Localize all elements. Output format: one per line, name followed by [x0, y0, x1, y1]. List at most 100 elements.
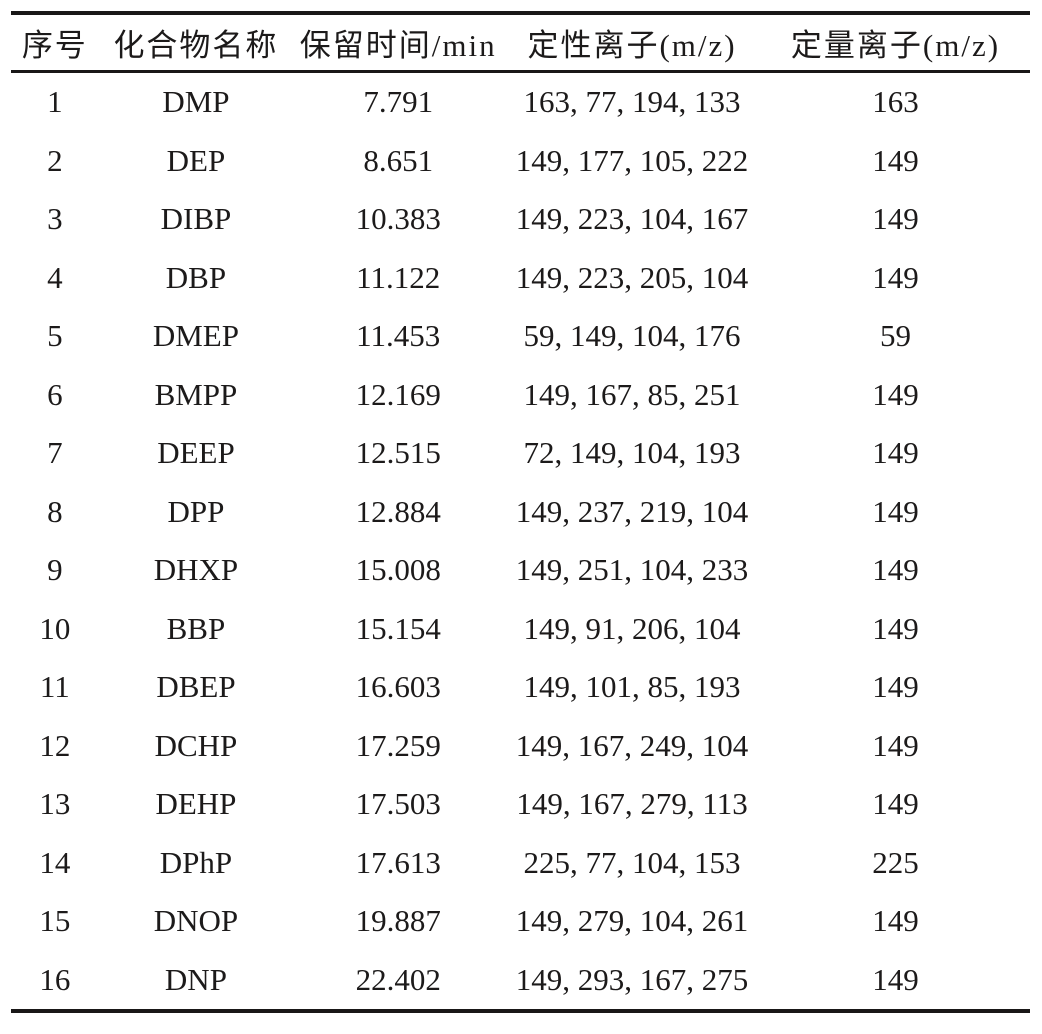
cell-quantitative-ion: 149: [872, 610, 919, 646]
cell-qualitative-ions: 149, 251, 104, 233: [515, 552, 749, 588]
cell-compound: BBP: [166, 610, 226, 646]
cell-compound: DPhP: [159, 844, 233, 880]
cell-quantitative-ion: 59: [879, 318, 911, 354]
cell-qualitative-ions: 149, 167, 85, 251: [523, 376, 741, 412]
cell-qualitative-ions: 163, 77, 194, 133: [523, 84, 741, 120]
cell-retention-time: 17.613: [355, 844, 441, 880]
cell-compound: DBEP: [156, 669, 236, 705]
cell-retention-time: 22.402: [355, 961, 441, 997]
cell-no: 4: [47, 259, 63, 295]
cell-quantitative-ion: 149: [872, 727, 919, 763]
cell-quantitative-ion: 225: [872, 844, 919, 880]
header-row: 序号 化合物名称 保留时间/min 定性离子(m/z) 定量离子(m/z): [11, 13, 1030, 73]
table-row: 12 DCHP 17.259 149, 167, 249, 104 149: [11, 717, 1030, 776]
cell-retention-time: 8.651: [363, 142, 434, 178]
table-row: 8 DPP 12.884 149, 237, 219, 104 149: [11, 483, 1030, 542]
cell-quantitative-ion: 149: [872, 961, 919, 997]
cell-quantitative-ion: 149: [872, 201, 919, 237]
table-row: 13 DEHP 17.503 149, 167, 279, 113 149: [11, 775, 1030, 834]
cell-qualitative-ions: 149, 91, 206, 104: [523, 610, 741, 646]
cell-quantitative-ion: 149: [872, 903, 919, 939]
cell-compound: DPP: [167, 493, 225, 529]
cell-quantitative-ion: 163: [872, 84, 919, 120]
cell-retention-time: 12.169: [355, 376, 441, 412]
cell-retention-time: 17.503: [355, 786, 441, 822]
cell-retention-time: 16.603: [355, 669, 441, 705]
table-row: 10 BBP 15.154 149, 91, 206, 104 149: [11, 600, 1030, 659]
cell-quantitative-ion: 149: [872, 493, 919, 529]
cell-retention-time: 15.008: [355, 552, 441, 588]
cell-qualitative-ions: 149, 167, 279, 113: [516, 786, 748, 822]
cell-qualitative-ions: 149, 237, 219, 104: [515, 493, 749, 529]
cell-qualitative-ions: 149, 223, 205, 104: [515, 259, 749, 295]
cell-retention-time: 10.383: [355, 201, 441, 237]
cell-retention-time: 11.122: [356, 259, 441, 295]
table-header: 序号 化合物名称 保留时间/min 定性离子(m/z) 定量离子(m/z): [11, 13, 1030, 73]
cell-qualitative-ions: 149, 293, 167, 275: [515, 961, 749, 997]
column-header-retention-time: 保留时间/min: [293, 13, 504, 73]
cell-compound: DBP: [165, 259, 227, 295]
cell-compound: DIBP: [160, 201, 232, 237]
gcms-ion-parameters-table: 序号 化合物名称 保留时间/min 定性离子(m/z) 定量离子(m/z) 1 D…: [11, 11, 1030, 1013]
table-row: 2 DEP 8.651 149, 177, 105, 222 149: [11, 132, 1030, 191]
cell-compound: DNP: [164, 961, 227, 997]
cell-qualitative-ions: 59, 149, 104, 176: [523, 318, 741, 354]
cell-compound: DEEP: [157, 435, 235, 471]
cell-compound: DEHP: [155, 786, 237, 822]
cell-no: 9: [47, 552, 63, 588]
cell-no: 8: [47, 493, 63, 529]
cell-qualitative-ions: 149, 177, 105, 222: [515, 142, 749, 178]
cell-qualitative-ions: 72, 149, 104, 193: [523, 435, 741, 471]
cell-compound: DMP: [162, 84, 230, 120]
cell-no: 5: [47, 318, 63, 354]
cell-compound: DEP: [166, 142, 226, 178]
cell-no: 12: [39, 727, 71, 763]
cell-no: 16: [39, 961, 71, 997]
cell-qualitative-ions: 149, 223, 104, 167: [515, 201, 749, 237]
table-row: 15 DNOP 19.887 149, 279, 104, 261 149: [11, 892, 1030, 951]
column-header-qualitative-ions: 定性离子(m/z): [503, 13, 761, 73]
table-body: 1 DMP 7.791 163, 77, 194, 133 163 2 DEP 8.651 14…: [11, 72, 1030, 1012]
cell-retention-time: 15.154: [355, 610, 441, 646]
cell-quantitative-ion: 149: [872, 786, 919, 822]
cell-no: 10: [39, 610, 71, 646]
column-header-quantitative-ion: 定量离子(m/z): [760, 13, 1030, 73]
cell-quantitative-ion: 149: [872, 669, 919, 705]
table-row: 6 BMPP 12.169 149, 167, 85, 251 149: [11, 366, 1030, 425]
cell-quantitative-ion: 149: [872, 435, 919, 471]
cell-compound: DHXP: [153, 552, 239, 588]
cell-no: 15: [39, 903, 71, 939]
cell-compound: DCHP: [154, 727, 238, 763]
cell-no: 3: [47, 201, 63, 237]
cell-retention-time: 17.259: [355, 727, 441, 763]
table-row: 1 DMP 7.791 163, 77, 194, 133 163: [11, 72, 1030, 132]
cell-retention-time: 19.887: [355, 903, 441, 939]
cell-no: 11: [39, 669, 70, 705]
cell-retention-time: 12.884: [355, 493, 441, 529]
cell-quantitative-ion: 149: [872, 142, 919, 178]
cell-quantitative-ion: 149: [872, 259, 919, 295]
table-row: 5 DMEP 11.453 59, 149, 104, 176 59: [11, 307, 1030, 366]
cell-retention-time: 12.515: [355, 435, 441, 471]
cell-compound: BMPP: [154, 376, 238, 412]
cell-no: 13: [39, 786, 71, 822]
column-header-no: 序号: [11, 13, 99, 73]
cell-no: 7: [47, 435, 63, 471]
cell-retention-time: 7.791: [363, 84, 434, 120]
cell-no: 14: [39, 844, 71, 880]
table-row: 14 DPhP 17.613 225, 77, 104, 153 225: [11, 834, 1030, 893]
table-row: 7 DEEP 12.515 72, 149, 104, 193 149: [11, 424, 1030, 483]
cell-qualitative-ions: 225, 77, 104, 153: [523, 844, 741, 880]
table-row: 4 DBP 11.122 149, 223, 205, 104 149: [11, 249, 1030, 308]
cell-no: 6: [47, 376, 63, 412]
cell-retention-time: 11.453: [356, 318, 441, 354]
cell-qualitative-ions: 149, 279, 104, 261: [515, 903, 749, 939]
table-row: 16 DNP 22.402 149, 293, 167, 275 149: [11, 951, 1030, 1012]
cell-compound: DMEP: [152, 318, 239, 354]
table-row: 11 DBEP 16.603 149, 101, 85, 193 149: [11, 658, 1030, 717]
cell-quantitative-ion: 149: [872, 552, 919, 588]
cell-no: 2: [47, 142, 63, 178]
table-row: 9 DHXP 15.008 149, 251, 104, 233 149: [11, 541, 1030, 600]
column-header-compound: 化合物名称: [98, 13, 294, 73]
